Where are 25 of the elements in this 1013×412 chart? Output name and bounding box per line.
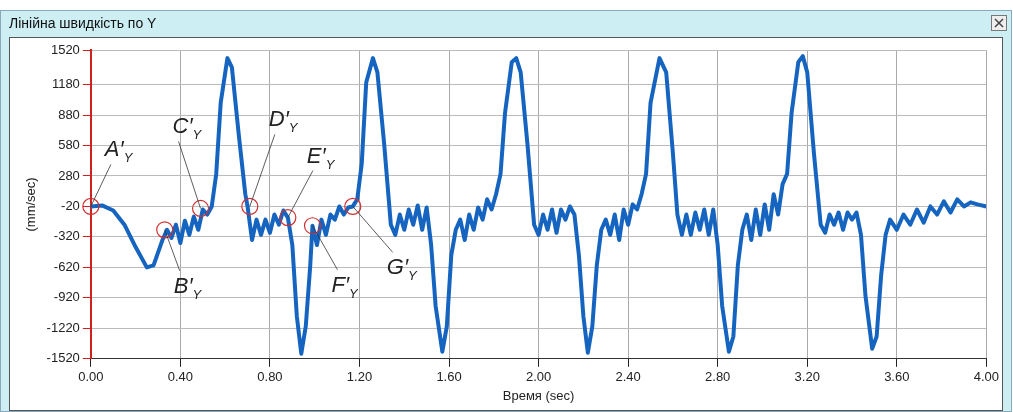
- y-tick-label: 880: [58, 106, 80, 122]
- y-tick-label: 580: [58, 137, 80, 153]
- y-tick-label: -1220: [46, 319, 80, 335]
- x-axis-title: Время (sec): [502, 387, 575, 403]
- y-tick-label: -20: [61, 198, 80, 214]
- x-tick-label: 2.00: [525, 369, 552, 385]
- x-tick-label: 1.60: [436, 369, 462, 385]
- y-tick-label: -920: [53, 289, 80, 305]
- y-tick-label: 280: [58, 167, 80, 183]
- y-tick-label: 1180: [51, 76, 80, 92]
- x-tick-label: 3.60: [884, 369, 910, 385]
- x-tick-label: 2.80: [705, 369, 731, 385]
- x-tick-label: 0.00: [78, 369, 104, 385]
- x-tick-label: 3.20: [794, 369, 820, 385]
- y-axis-title: (mm/sec): [23, 177, 39, 232]
- x-tick-label: 1.20: [346, 369, 373, 385]
- y-tick-label: 1520: [50, 41, 80, 57]
- x-tick-label: 4.00: [973, 369, 1000, 385]
- chart-title: Лінійна швидкість по Y: [9, 15, 157, 31]
- x-tick-label: 2.40: [615, 369, 641, 385]
- y-tick-label: -620: [53, 258, 80, 274]
- y-tick-label: -320: [53, 228, 80, 244]
- x-tick-label: 0.40: [167, 369, 194, 385]
- y-tick-label: -1520: [46, 350, 80, 366]
- x-tick-label: 0.80: [257, 369, 283, 385]
